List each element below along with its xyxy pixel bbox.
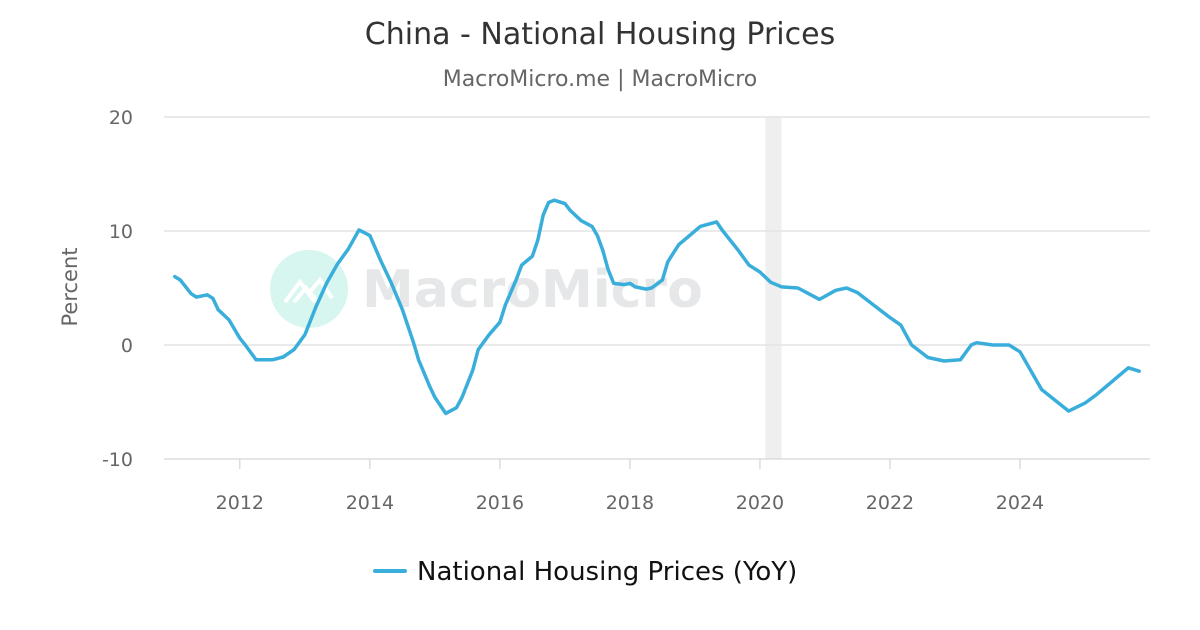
x-tick-label: 2020 bbox=[736, 492, 784, 514]
legend-label[interactable]: National Housing Prices (YoY) bbox=[417, 557, 797, 587]
chart-title: China - National Housing Prices bbox=[365, 17, 835, 52]
legend[interactable]: National Housing Prices (YoY) bbox=[373, 557, 797, 587]
x-tick-label: 2012 bbox=[216, 492, 264, 514]
shaded-band-layer bbox=[765, 117, 782, 459]
y-axis-ticks: 20 10 0 -10 bbox=[102, 107, 133, 471]
x-tick-label: 2024 bbox=[996, 492, 1044, 514]
x-tick-label: 2022 bbox=[866, 492, 914, 514]
y-tick-label: -10 bbox=[102, 449, 133, 471]
watermark-mountain-icon bbox=[283, 276, 334, 304]
x-axis-ticks: 2012 2014 2016 2018 2020 2022 2024 bbox=[216, 459, 1044, 514]
watermark-text: MacroMicro bbox=[362, 260, 703, 320]
x-tick-label: 2016 bbox=[476, 492, 524, 514]
y-tick-label: 20 bbox=[109, 107, 133, 129]
x-tick-label: 2014 bbox=[346, 492, 394, 514]
chart-subtitle: MacroMicro.me | MacroMicro bbox=[443, 67, 758, 92]
series-line bbox=[173, 198, 1141, 416]
x-tick-label: 2018 bbox=[606, 492, 654, 514]
series-layer bbox=[173, 198, 1141, 416]
shaded-band bbox=[765, 117, 782, 459]
y-axis-title: Percent bbox=[58, 247, 82, 326]
y-tick-label: 0 bbox=[121, 335, 133, 357]
y-tick-label: 10 bbox=[109, 221, 133, 243]
